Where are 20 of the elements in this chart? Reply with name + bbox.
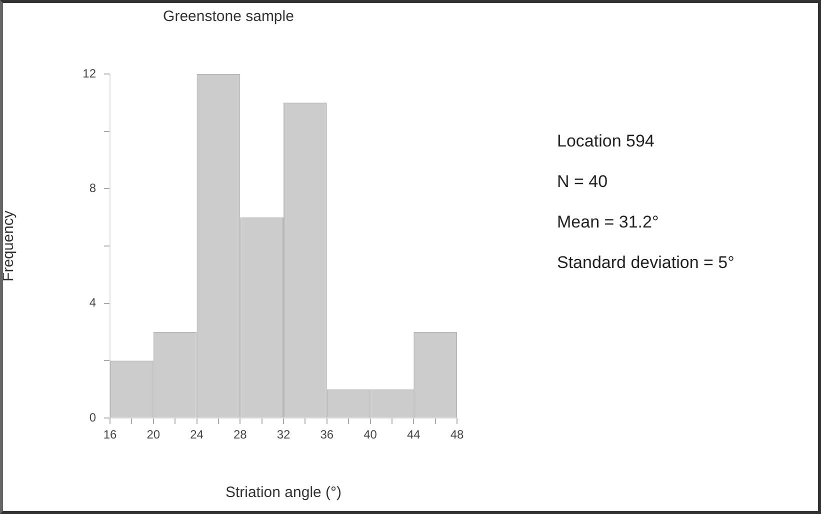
x-tick-label: 28 bbox=[233, 428, 248, 442]
text: Mean = 31.2° bbox=[557, 212, 659, 232]
x-tick-label: 24 bbox=[190, 428, 204, 442]
y-tick-label: 12 bbox=[82, 66, 96, 80]
text: Location 594 bbox=[557, 132, 654, 151]
x-tick-label: 20 bbox=[146, 428, 160, 442]
x-tick-label: 36 bbox=[320, 428, 334, 442]
x-axis-title: Striation angle (°) bbox=[225, 484, 342, 502]
y-tick-label: 4 bbox=[89, 296, 96, 310]
x-tick-label: 44 bbox=[406, 428, 421, 442]
x-tick-label: 40 bbox=[364, 428, 378, 442]
y-tick-label: 8 bbox=[89, 180, 96, 195]
x-tick-label: 32 bbox=[276, 428, 290, 442]
x-tick-label: 48 bbox=[450, 428, 464, 442]
y-tick-label: 0 bbox=[89, 410, 96, 424]
y-axis-title: Frequency bbox=[0, 210, 18, 282]
chart-title: Greenstone sample bbox=[163, 8, 294, 26]
text: N = 40 bbox=[557, 172, 608, 192]
text: Standard deviation = 5° bbox=[557, 253, 734, 272]
x-tick-label: 16 bbox=[103, 428, 117, 442]
